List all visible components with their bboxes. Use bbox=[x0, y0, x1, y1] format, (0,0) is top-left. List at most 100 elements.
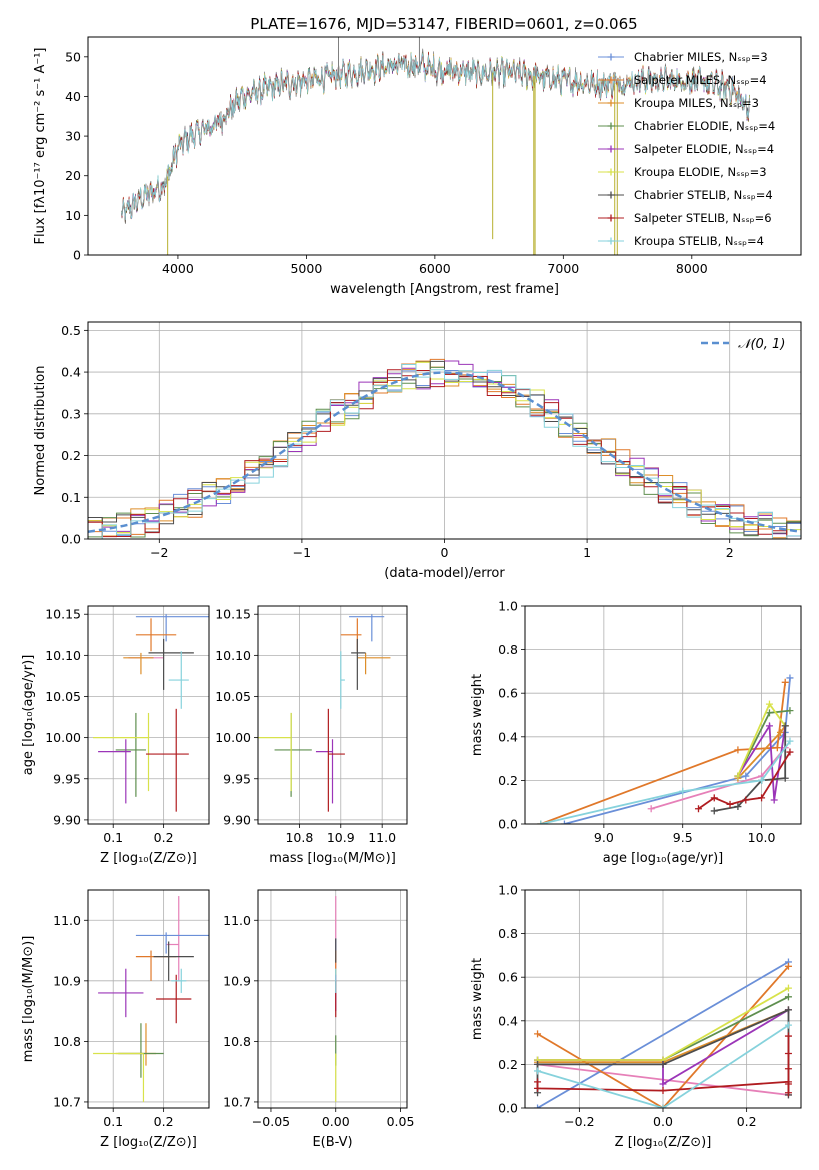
series-4-marker bbox=[786, 707, 794, 715]
y-tick-label: 0.5 bbox=[61, 323, 81, 338]
x-tick-label: 0 bbox=[441, 545, 449, 560]
series-7-marker bbox=[781, 722, 789, 730]
y-tick-label: 10.7 bbox=[223, 1094, 251, 1109]
x-tick-label: 7000 bbox=[547, 261, 579, 276]
x-tick-label: −1 bbox=[293, 545, 311, 560]
legend-label: Salpeter ELODIE, Nₛₛₚ=4 bbox=[634, 142, 774, 156]
x-tick-label: 9.0 bbox=[594, 830, 614, 845]
histogram-series-8 bbox=[88, 369, 801, 539]
legend-label: Chabrier ELODIE, Nₛₛₚ=4 bbox=[634, 119, 775, 133]
y-tick-label: 10.00 bbox=[215, 730, 251, 745]
series-5-marker bbox=[770, 796, 778, 804]
series-8-marker bbox=[784, 1065, 792, 1073]
plot-area-residuals bbox=[88, 358, 801, 539]
series-9-line bbox=[540, 740, 791, 824]
series-9-marker bbox=[659, 1104, 667, 1108]
plot-area-massweight-vs-Z bbox=[534, 958, 792, 1108]
series-8-marker bbox=[534, 1078, 542, 1086]
series-5-line bbox=[737, 723, 787, 801]
series-extra-marker bbox=[647, 805, 655, 813]
y-tick-label: 0.0 bbox=[498, 1101, 518, 1116]
y-tick-label: 0.2 bbox=[61, 448, 81, 463]
y-tick-label: 10.15 bbox=[45, 607, 81, 622]
y-tick-label: 10 bbox=[65, 208, 81, 223]
y-tick-label: 0.6 bbox=[498, 970, 518, 985]
y-tick-label: 0.1 bbox=[61, 490, 81, 505]
y-tick-label: 0.8 bbox=[498, 642, 518, 657]
y-tick-label: 10.9 bbox=[223, 973, 251, 988]
plot-area-mass-vs-Z bbox=[93, 896, 209, 1102]
legend-label: Salpeter MILES, Nₛₛₚ=4 bbox=[634, 73, 767, 87]
chart-residuals: −2 −1 0 1 2 0.0 0.1 0.2 0.3 0.4 0.5 (data-model)/er… bbox=[33, 321, 802, 581]
series-8-marker bbox=[786, 748, 794, 756]
series-7-marker bbox=[659, 1060, 667, 1068]
y-tick-label: 40 bbox=[65, 89, 81, 104]
legend-marker bbox=[607, 145, 615, 153]
series-1-marker bbox=[534, 1104, 542, 1108]
x-tick-label: 0.1 bbox=[103, 830, 123, 845]
x-tick-label: 2 bbox=[726, 545, 734, 560]
x-tick-label: 0.2 bbox=[154, 830, 174, 845]
y-axis-label: mass weight bbox=[470, 958, 485, 1040]
axes-frame bbox=[87, 321, 802, 540]
x-tick-label: 0.2 bbox=[154, 1114, 174, 1129]
x-tick-label: 6000 bbox=[419, 261, 451, 276]
series-2-marker bbox=[784, 962, 792, 970]
series-6-marker bbox=[734, 772, 742, 780]
x-axis-label: Z [log₁₀(Z/Z⊙)] bbox=[100, 1135, 197, 1150]
legend-label: Chabrier MILES, Nₛₛₚ=3 bbox=[634, 50, 768, 64]
series-8-marker bbox=[784, 1089, 792, 1097]
legend: 𝒩(0, 1) bbox=[701, 337, 785, 352]
y-tick-label: 0.4 bbox=[61, 365, 81, 380]
chart-massweight-vs-age: 9.0 9.5 10.0 0.0 0.2 0.4 0.6 0.8 1.0 age [log₁₀(a… bbox=[470, 599, 802, 866]
series-7-marker bbox=[710, 807, 718, 815]
legend: Chabrier MILES, Nₛₛₚ=3 Salpeter MILES, Nₛ… bbox=[598, 50, 775, 248]
y-tick-label: 50 bbox=[65, 49, 81, 64]
series-2-marker bbox=[534, 1030, 542, 1038]
chart-massweight-vs-Z: −0.2 0.0 0.2 0.0 0.2 0.4 0.6 0.8 1.0 Z [log₁₀(Z/Z… bbox=[470, 883, 802, 1150]
series-9-marker bbox=[537, 820, 545, 824]
series-7-marker bbox=[534, 1060, 542, 1068]
y-tick-label: 1.0 bbox=[498, 599, 518, 614]
series-1-marker bbox=[742, 772, 750, 780]
series-8-marker bbox=[726, 800, 734, 808]
x-tick-label: 11.0 bbox=[368, 830, 396, 845]
y-tick-label: 1.0 bbox=[498, 883, 518, 898]
y-tick-label: 10.15 bbox=[215, 607, 251, 622]
series-2-marker bbox=[781, 678, 789, 686]
plot-area-spectrum bbox=[121, 37, 750, 255]
y-tick-label: 10.00 bbox=[45, 730, 81, 745]
series-8-line bbox=[697, 751, 791, 810]
x-tick-label: 9.5 bbox=[673, 830, 693, 845]
figure-title: PLATE=1676, MJD=53147, FIBERID=0601, z=0… bbox=[250, 15, 637, 33]
series-4-marker bbox=[765, 709, 773, 717]
series-8-marker bbox=[784, 1050, 792, 1057]
series-8-marker bbox=[758, 794, 766, 802]
series-9-marker bbox=[784, 1021, 792, 1029]
legend-label: Kroupa ELODIE, Nₛₛₚ=3 bbox=[634, 165, 767, 179]
y-tick-label: 11.0 bbox=[223, 913, 251, 928]
series-9-marker bbox=[786, 737, 794, 745]
y-tick-label: 20 bbox=[65, 168, 81, 183]
x-tick-label: 1 bbox=[583, 545, 591, 560]
y-axis-label: Flux [fλ10⁻¹⁷ erg cm⁻² s⁻¹ A⁻¹] bbox=[33, 48, 48, 245]
x-tick-label: 5000 bbox=[290, 261, 322, 276]
x-tick-label: 4000 bbox=[162, 261, 194, 276]
y-axis-label: mass [log₁₀(M/M⊙)] bbox=[21, 936, 36, 1063]
series-9-line bbox=[537, 1024, 789, 1108]
series-8-marker bbox=[534, 1084, 542, 1092]
legend-label: 𝒩(0, 1) bbox=[738, 337, 785, 352]
y-tick-label: 0.0 bbox=[61, 532, 81, 547]
series-9-marker bbox=[758, 776, 766, 784]
series-8-marker bbox=[784, 1032, 792, 1040]
x-tick-label: 10.0 bbox=[748, 830, 776, 845]
axes-frame bbox=[257, 605, 408, 825]
x-axis-label: (data-model)/error bbox=[384, 566, 505, 581]
legend-label: Kroupa MILES, Nₛₛₚ=3 bbox=[634, 96, 759, 110]
y-tick-label: 10.9 bbox=[53, 973, 81, 988]
y-tick-label: 0.0 bbox=[498, 817, 518, 832]
legend-marker bbox=[607, 168, 615, 176]
normal-curve bbox=[88, 371, 801, 533]
series-8-marker bbox=[710, 794, 718, 802]
x-axis-label: E(B-V) bbox=[312, 1135, 352, 1150]
